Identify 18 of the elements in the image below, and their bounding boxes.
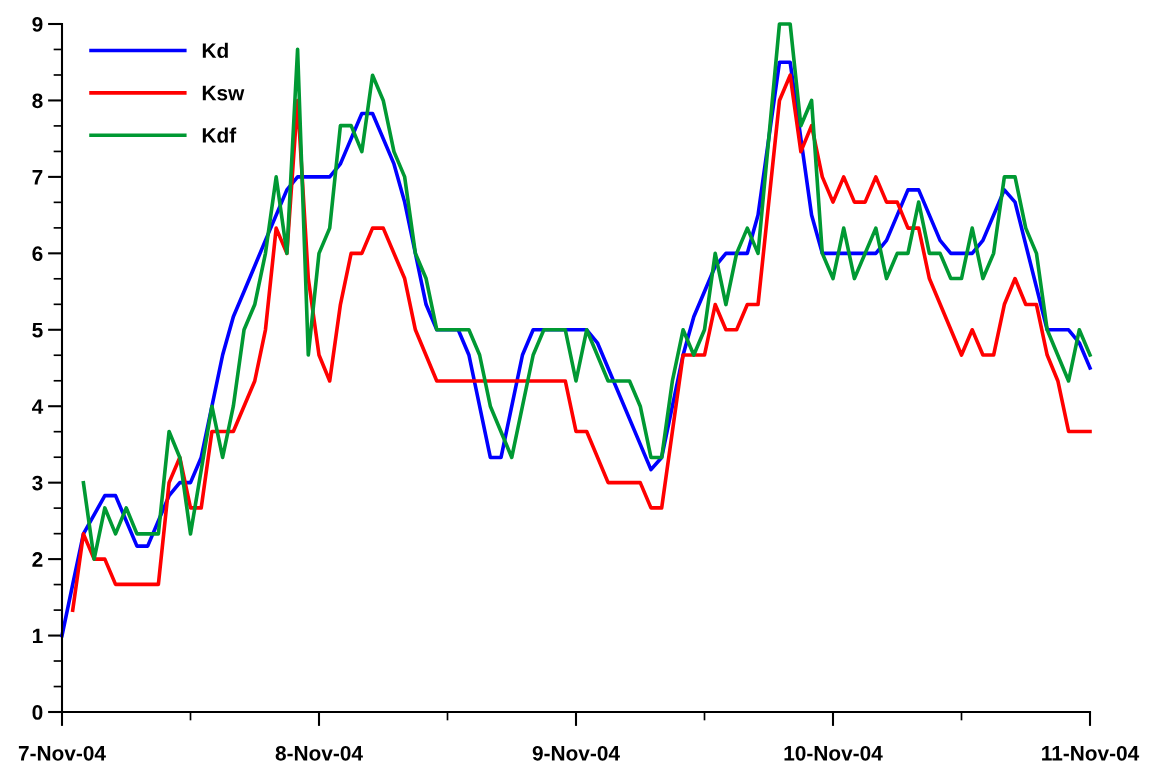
x-tick-label: 11-Nov-04 — [1042, 745, 1140, 761]
x-tick-label: 7-Nov-04 — [18, 745, 106, 761]
x-tick-label: 10-Nov-04 — [784, 745, 883, 761]
y-tick-label: 1 — [32, 628, 43, 644]
x-tick-label: 9-Nov-04 — [532, 745, 620, 761]
y-tick-label: 4 — [31, 399, 44, 414]
y-tick-label: 7 — [32, 170, 43, 185]
y-tick-label: 2 — [32, 552, 43, 567]
y-tick-label: 6 — [32, 246, 43, 262]
y-tick-label: 9 — [32, 17, 43, 32]
legend-label: Kdf — [202, 127, 237, 143]
x-tick-label: 8-Nov-04 — [275, 745, 363, 761]
y-tick-label: 0 — [32, 705, 43, 720]
y-tick-label: 5 — [32, 322, 43, 338]
y-tick-label: 8 — [32, 93, 43, 109]
legend-label: Ksw — [202, 85, 245, 101]
y-tick-label: 3 — [32, 475, 43, 491]
legend-label: Kd — [202, 42, 228, 59]
